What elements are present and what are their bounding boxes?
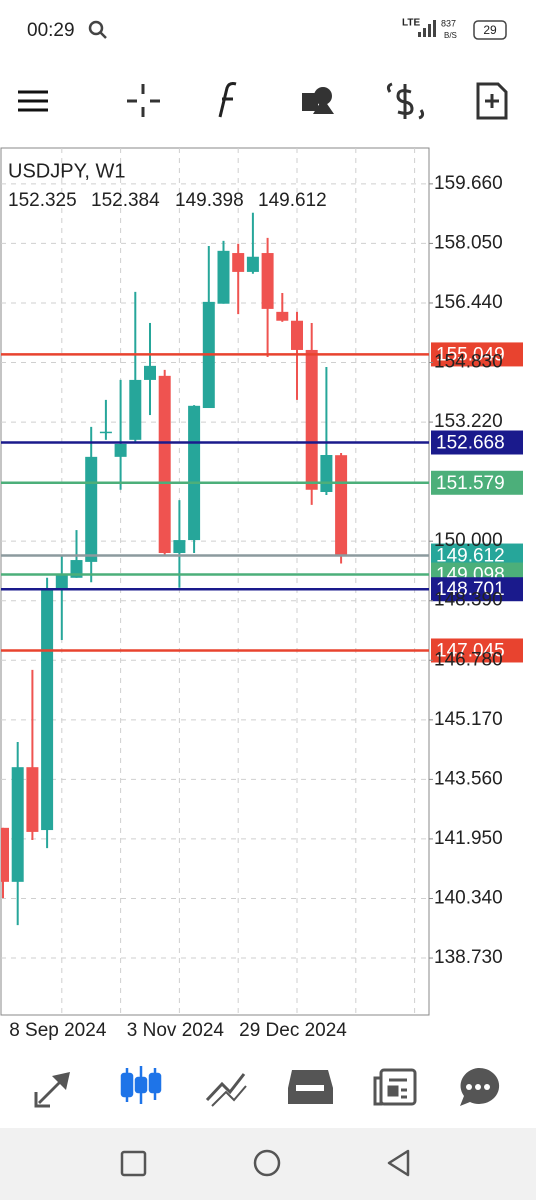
y-tick-label: 148.390 xyxy=(434,590,503,611)
levels: 155.049152.668151.579149.612149.098148.7… xyxy=(1,342,523,663)
ohlc-open: 152.325 xyxy=(8,190,77,211)
candle-body xyxy=(291,320,303,350)
price-level-tag xyxy=(431,470,523,495)
ohlc-close: 149.612 xyxy=(258,190,327,211)
objects-button[interactable] xyxy=(302,87,334,114)
chart-title: USDJPY, W1 xyxy=(8,160,125,182)
y-tick-label: 159.660 xyxy=(434,173,503,194)
trade-button[interactable] xyxy=(386,82,425,120)
recents-button[interactable] xyxy=(120,1150,147,1177)
net-speed: 837 xyxy=(441,18,456,28)
back-button[interactable] xyxy=(387,1149,410,1177)
quotes-tab[interactable] xyxy=(34,1072,70,1108)
candle-body xyxy=(99,431,112,434)
candle-body xyxy=(320,455,333,492)
system-nav xyxy=(0,1128,536,1200)
status-bar xyxy=(0,0,536,60)
y-tick-label: 143.560 xyxy=(434,768,503,789)
price-level-tag xyxy=(431,577,523,602)
crosshair-button[interactable] xyxy=(127,84,160,117)
home-button[interactable] xyxy=(253,1149,281,1177)
candle-body xyxy=(232,253,245,272)
candle-body xyxy=(1,827,9,882)
chat-tab[interactable] xyxy=(460,1067,500,1106)
price-level-label: 149.612 xyxy=(436,546,505,567)
chart-tab[interactable] xyxy=(120,1066,162,1104)
candle-body xyxy=(276,311,289,321)
candle-body xyxy=(217,250,230,304)
candle-body xyxy=(129,379,142,440)
y-tick-label: 145.170 xyxy=(434,709,503,730)
price-level-tag xyxy=(431,342,523,367)
candle-body xyxy=(55,574,68,591)
clock: 00:29 xyxy=(27,20,75,41)
candle-body xyxy=(144,365,156,380)
new-order-button[interactable] xyxy=(476,82,508,120)
menu-button[interactable] xyxy=(18,90,48,112)
candle-body xyxy=(11,767,24,882)
bottom-nav xyxy=(0,1045,536,1127)
y-tick-label: 156.440 xyxy=(434,292,503,313)
trade-tab[interactable] xyxy=(205,1073,247,1107)
ohlc-high: 152.384 xyxy=(91,190,160,211)
y-tick-label: 153.220 xyxy=(434,411,503,432)
candle-body xyxy=(85,456,98,562)
candle-body xyxy=(173,540,186,554)
price-level-label: 148.701 xyxy=(436,579,505,600)
history-tab[interactable] xyxy=(288,1070,333,1104)
indicators-button[interactable] xyxy=(218,82,237,118)
candle-body xyxy=(41,590,54,831)
news-tab[interactable] xyxy=(373,1068,417,1106)
candle-body xyxy=(246,256,259,272)
x-tick-label: 29 Dec 2024 xyxy=(239,1020,347,1041)
candle-body xyxy=(26,767,39,832)
battery-level: 29 xyxy=(483,23,497,37)
search-icon xyxy=(88,20,107,39)
y-tick-label: 146.780 xyxy=(434,649,503,670)
candle-body xyxy=(335,455,348,556)
price-level-label: 155.049 xyxy=(436,344,505,365)
battery-icon xyxy=(473,20,507,40)
x-tick-label: 3 Nov 2024 xyxy=(127,1020,225,1041)
y-tick-label: 154.830 xyxy=(434,352,503,373)
signal-icon xyxy=(418,20,436,37)
net-speed-unit: B/S xyxy=(444,31,457,40)
network-type: LTE xyxy=(402,18,420,29)
price-level-label: 147.045 xyxy=(436,640,505,661)
candle-body xyxy=(158,375,171,554)
chart-frame xyxy=(0,147,430,1016)
y-tick-label: 138.730 xyxy=(434,947,503,968)
y-tick-label: 158.050 xyxy=(434,232,503,253)
x-tick-label: 8 Sep 2024 xyxy=(9,1020,107,1041)
candle-body xyxy=(114,443,127,457)
y-tick-label: 141.950 xyxy=(434,828,503,849)
price-level-tag xyxy=(431,638,523,663)
y-tick-label: 150.000 xyxy=(434,530,503,551)
candle-body xyxy=(188,405,201,541)
candle-body xyxy=(305,349,318,490)
y-tick-label: 140.340 xyxy=(434,888,503,909)
price-level-label: 151.579 xyxy=(436,473,505,494)
price-level-tag xyxy=(431,430,523,455)
candle-body xyxy=(261,253,274,309)
price-level-label: 152.668 xyxy=(436,433,505,454)
ohlc-low: 149.398 xyxy=(175,190,244,211)
